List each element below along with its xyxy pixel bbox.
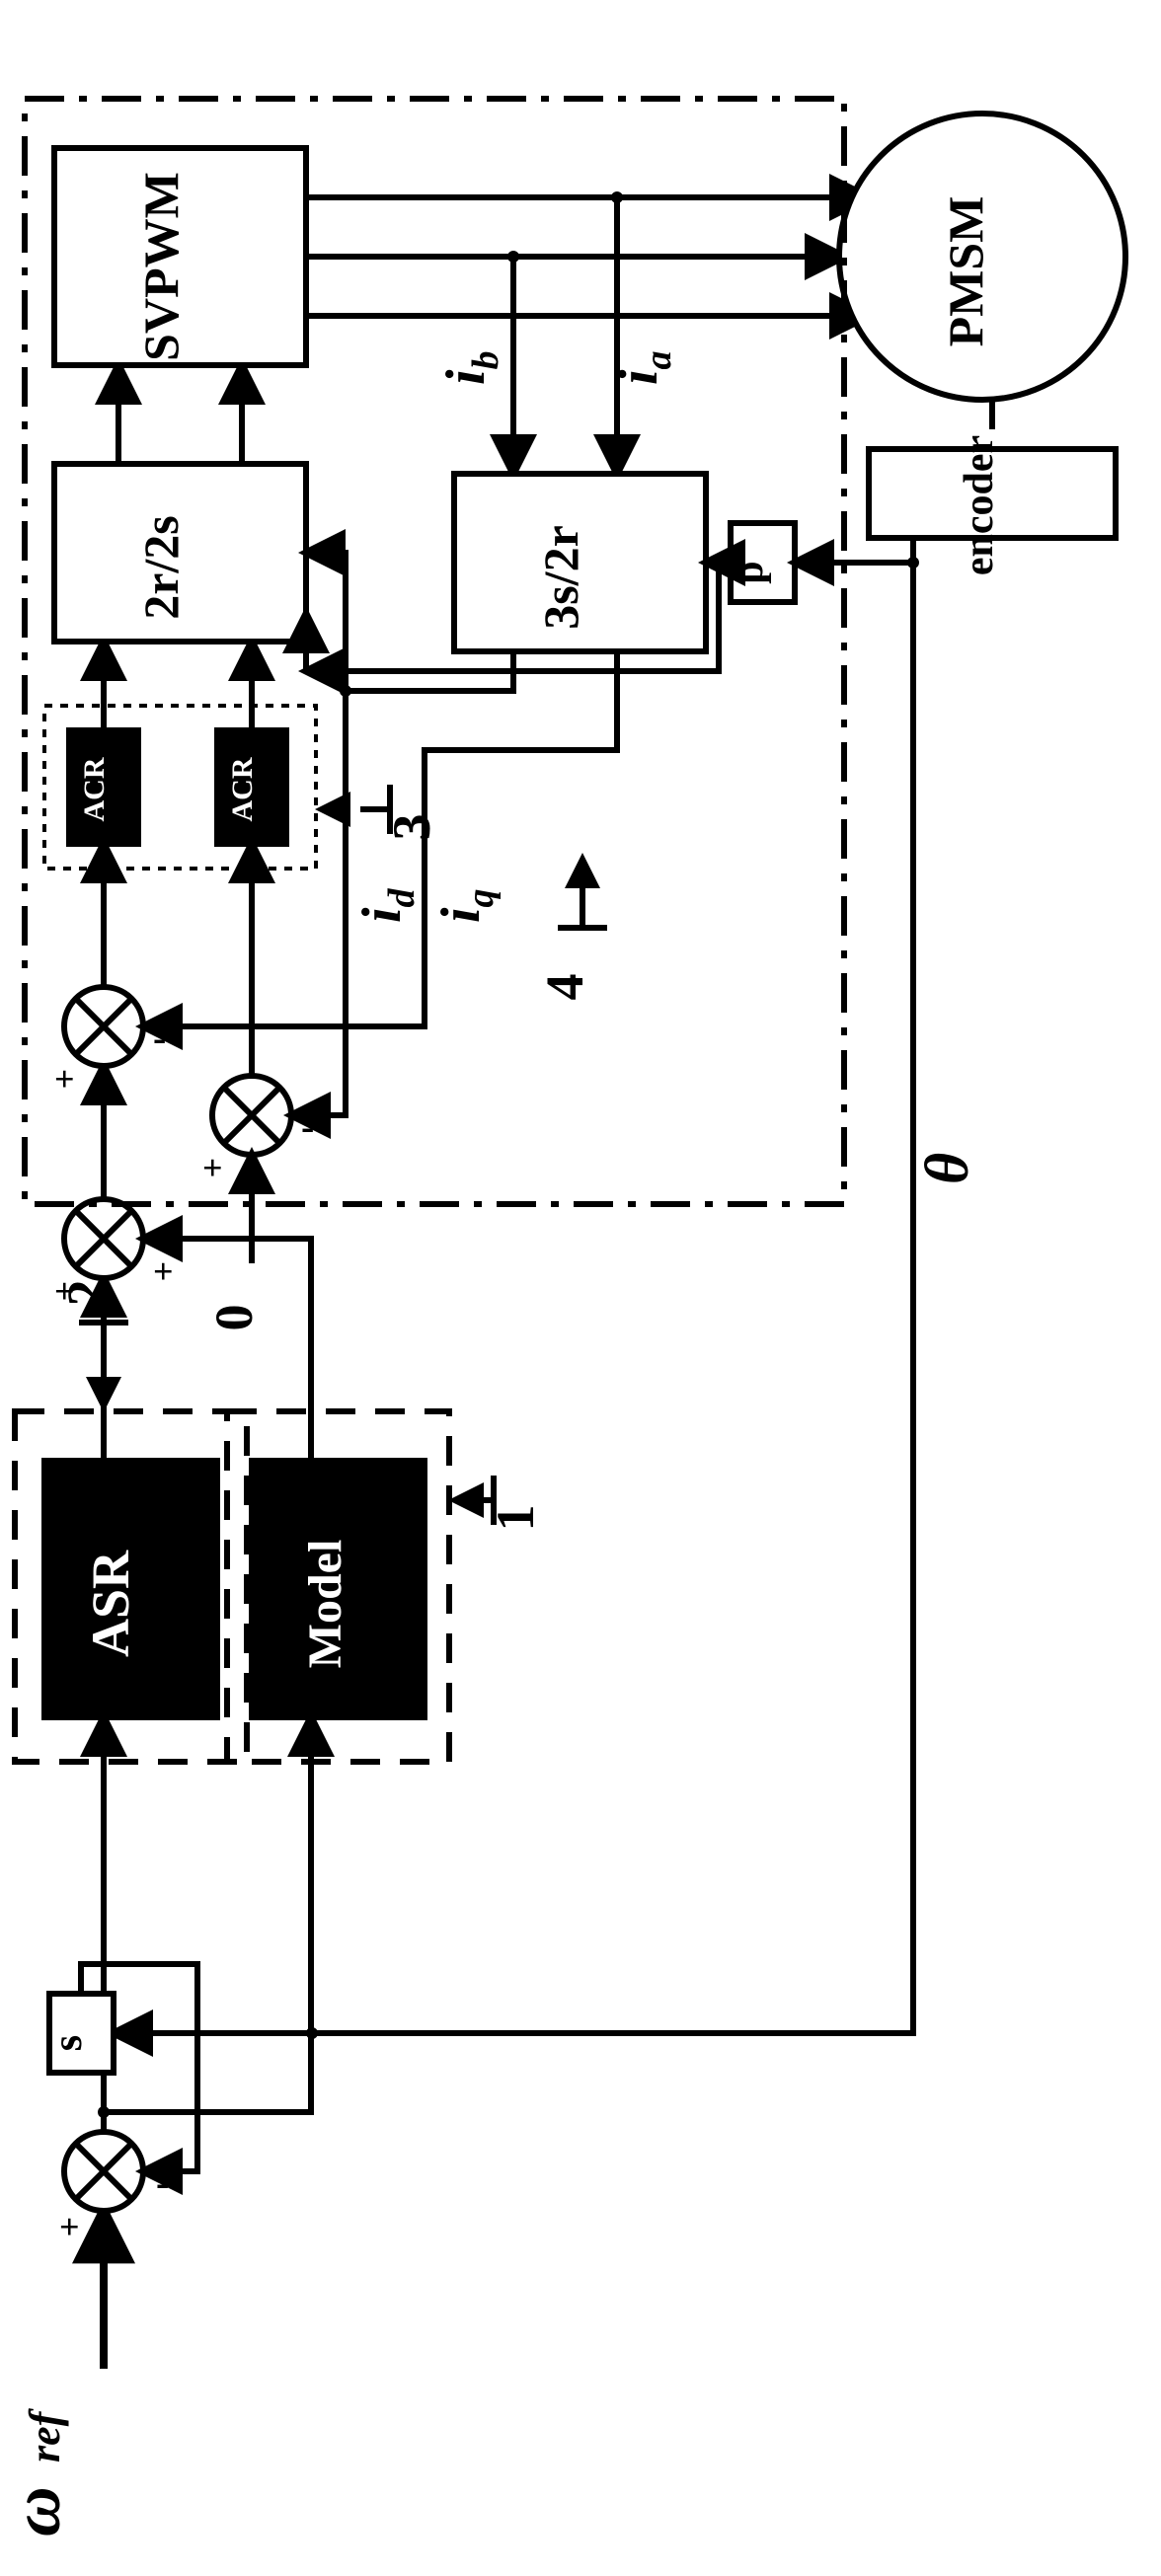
encoder-label: encoder	[957, 435, 1002, 575]
summer-e4	[212, 1076, 291, 1155]
id-label: id	[351, 887, 423, 923]
e1-plus: +	[59, 2207, 80, 2246]
omega-ref-sup: ref	[21, 2407, 69, 2462]
e3-minus: -	[153, 1016, 166, 1060]
wire-id-to-e4	[291, 691, 346, 1115]
e1-minus: -	[156, 2160, 169, 2205]
e3-plus: +	[54, 1059, 75, 1099]
omega-ref-label: ω	[0, 2486, 75, 2537]
iq-label: iq	[430, 888, 502, 923]
pmsm-label: PMSM	[938, 196, 993, 347]
tr3s2r-label: 3s/2r	[533, 525, 588, 630]
tr2r2s-label: 2r/2s	[133, 515, 189, 620]
s-label: s	[45, 2035, 91, 2051]
callout-3: 3	[382, 814, 441, 841]
callout-1: 1	[486, 1505, 545, 1532]
svpwm-label: SVPWM	[133, 172, 189, 361]
acr-d-label: ACR	[226, 757, 259, 821]
acr-q-label: ACR	[78, 757, 111, 821]
ib-label: ib	[435, 350, 506, 385]
e2-plus2: +	[153, 1251, 174, 1291]
p-label: p	[727, 561, 772, 583]
e4-plus: +	[202, 1148, 223, 1187]
summer-e1	[64, 2132, 143, 2211]
asr-label: ASR	[81, 1550, 140, 1657]
e4-minus: -	[301, 1104, 314, 1149]
model-label: Model	[299, 1540, 351, 1669]
callout-4: 4	[535, 974, 594, 1001]
theta-label: θ	[914, 1153, 981, 1184]
zero-label: 0	[204, 1305, 264, 1331]
summer-e3	[64, 987, 143, 1066]
summer-e2	[64, 1199, 143, 1278]
s-block	[49, 1994, 114, 2073]
wire-to-model	[104, 1717, 311, 2112]
e2-plus1: +	[54, 1271, 75, 1311]
